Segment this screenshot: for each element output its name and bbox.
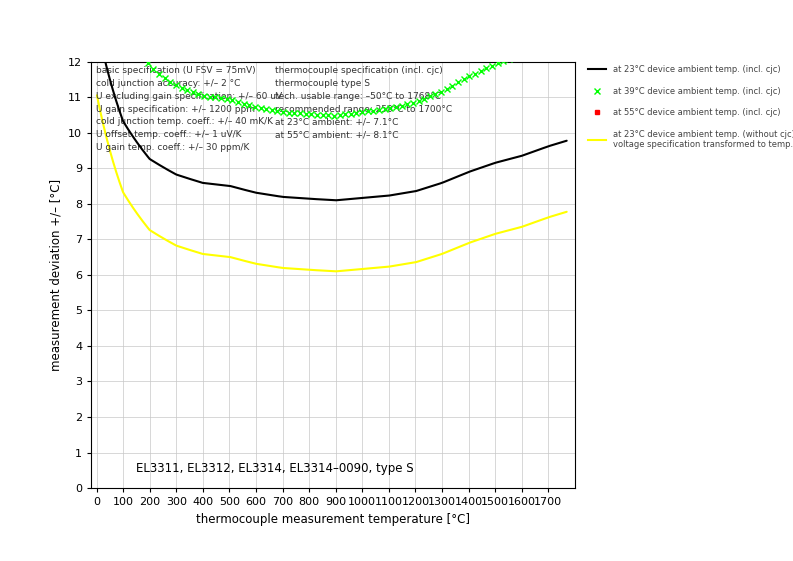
Text: thermocouple specification (incl. cjc)
thermocouple type S
tech. usable range: –: thermocouple specification (incl. cjc) t…	[275, 66, 452, 139]
Y-axis label: measurement deviation +/– [°C]: measurement deviation +/– [°C]	[49, 179, 63, 371]
Text: basic specification (U FSV = 75mV)
cold junction accuracy: +/– 2 °C
U excluding : basic specification (U FSV = 75mV) cold …	[96, 66, 282, 152]
X-axis label: thermocouple measurement temperature [°C]: thermocouple measurement temperature [°C…	[196, 513, 470, 526]
Text: EL3311, EL3312, EL3314, EL3314–0090, type S: EL3311, EL3312, EL3314, EL3314–0090, typ…	[136, 462, 414, 475]
Legend: at 23°C device ambient temp. (incl. cjc), at 39°C device ambient temp. (incl. cj: at 23°C device ambient temp. (incl. cjc)…	[584, 62, 793, 152]
